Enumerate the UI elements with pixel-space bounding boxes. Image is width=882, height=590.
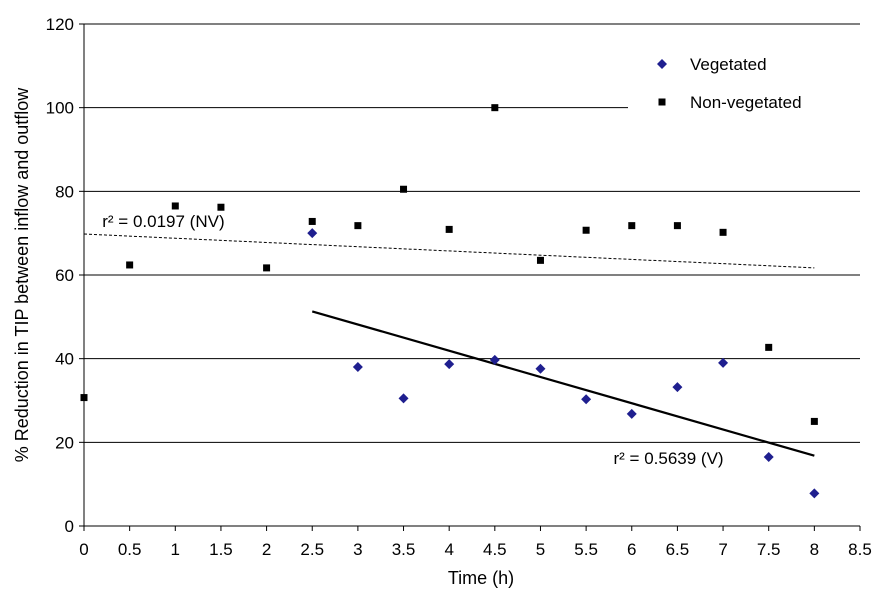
gridlines (84, 23, 860, 443)
legend: Vegetated Non-vegetated (628, 40, 868, 120)
x-tick-label: 0.5 (118, 540, 142, 559)
point-non-vegetated (810, 417, 818, 425)
y-tick-labels: 0 20 40 60 80 100 120 (46, 15, 74, 536)
x-tick-label: 5 (536, 540, 545, 559)
point-vegetated (535, 363, 546, 374)
legend-marker-vegetated (657, 59, 667, 69)
x-axis-title: Time (h) (448, 568, 514, 588)
x-tick-label: 4 (444, 540, 453, 559)
point-vegetated (581, 394, 592, 405)
x-tick-label: 8 (810, 540, 819, 559)
x-tick-label: 5.5 (574, 540, 598, 559)
y-tick-label: 20 (55, 433, 74, 452)
x-tick-labels: 0 0.5 1 1.5 2 2.5 3 3.5 4 4.5 5 5.5 6 6.5 7 7.5 8 8.5 (79, 540, 872, 559)
y-tick-label: 100 (46, 99, 74, 118)
x-tick-label: 7.5 (757, 540, 781, 559)
point-vegetated (763, 451, 774, 462)
point-non-vegetated (582, 226, 590, 234)
x-tick-label: 4.5 (483, 540, 507, 559)
point-non-vegetated (80, 394, 88, 402)
point-non-vegetated (217, 203, 225, 211)
point-non-vegetated (171, 202, 179, 210)
trendlines (83, 233, 815, 457)
point-non-vegetated (308, 217, 316, 225)
legend-marker-non-vegetated (658, 98, 666, 106)
trendline-vegetated (311, 310, 815, 457)
y-tick-label: 80 (55, 182, 74, 201)
point-non-vegetated (491, 104, 499, 112)
point-vegetated (444, 359, 455, 370)
legend-label: Non-vegetated (690, 93, 802, 112)
point-non-vegetated (628, 222, 636, 230)
data-points (80, 104, 820, 499)
x-tick-label: 2 (262, 540, 271, 559)
x-tick-label: 0 (79, 540, 88, 559)
x-tick-label: 7 (718, 540, 727, 559)
point-vegetated (809, 488, 820, 499)
x-tick-label: 1 (171, 540, 180, 559)
point-non-vegetated (354, 222, 362, 230)
annotations: r² = 0.0197 (NV) r² = 0.5639 (V) (102, 212, 723, 468)
point-non-vegetated (126, 261, 134, 269)
point-vegetated (626, 408, 637, 419)
point-vegetated (307, 228, 318, 239)
x-tick-label: 8.5 (848, 540, 872, 559)
point-non-vegetated (765, 343, 773, 351)
point-non-vegetated (445, 225, 453, 233)
legend-label: Vegetated (690, 55, 767, 74)
x-tick-label: 6.5 (666, 540, 690, 559)
point-non-vegetated (719, 228, 727, 236)
point-non-vegetated (263, 264, 271, 272)
annotation-r-squared: r² = 0.5639 (V) (614, 449, 724, 468)
point-non-vegetated (536, 256, 544, 264)
y-tick-label: 120 (46, 15, 74, 34)
point-vegetated (718, 357, 729, 368)
y-tick-label: 0 (65, 517, 74, 536)
x-tick-label: 3.5 (392, 540, 416, 559)
point-non-vegetated (400, 185, 408, 193)
point-vegetated (398, 393, 409, 404)
annotation-r-squared: r² = 0.0197 (NV) (102, 212, 224, 231)
point-vegetated (489, 354, 500, 365)
y-axis-title: % Reduction in TIP between inflow and ou… (12, 87, 32, 463)
x-tick-label: 3 (353, 540, 362, 559)
trendline-non-vegetated (83, 233, 815, 269)
legend-background (628, 40, 868, 120)
y-tick-label: 60 (55, 266, 74, 285)
axes (79, 23, 861, 531)
point-non-vegetated (673, 222, 681, 230)
y-tick-label: 40 (55, 350, 74, 369)
point-vegetated (672, 382, 683, 393)
x-tick-label: 2.5 (300, 540, 324, 559)
point-vegetated (352, 362, 363, 373)
x-tick-label: 6 (627, 540, 636, 559)
x-tick-label: 1.5 (209, 540, 233, 559)
